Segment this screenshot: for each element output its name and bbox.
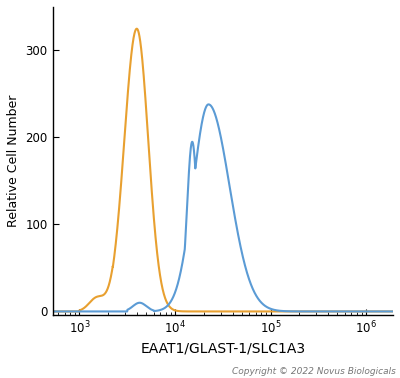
Y-axis label: Relative Cell Number: Relative Cell Number [7, 95, 20, 227]
X-axis label: EAAT1/GLAST-1/SLC1A3: EAAT1/GLAST-1/SLC1A3 [140, 342, 305, 356]
Text: Copyright © 2022 Novus Biologicals: Copyright © 2022 Novus Biologicals [232, 367, 396, 376]
